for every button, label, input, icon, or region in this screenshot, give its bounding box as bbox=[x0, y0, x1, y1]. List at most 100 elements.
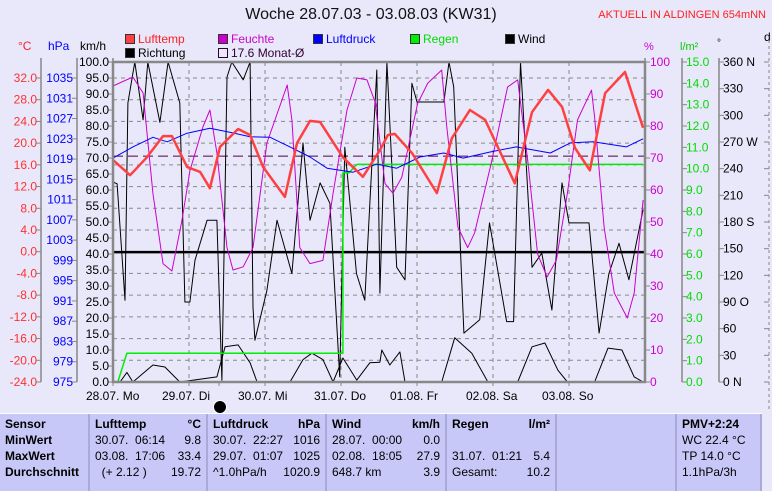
pressure-tick-label: 1023 bbox=[46, 132, 73, 146]
table-cell: 03.08. 17:06 bbox=[95, 449, 166, 463]
x-tick-label: 30.07. Mi bbox=[238, 389, 287, 403]
pressure-tick-label: 1011 bbox=[47, 193, 73, 207]
table-row: ^1.0hPa/h 1020.9 bbox=[213, 464, 320, 480]
table-row bbox=[562, 432, 670, 448]
table-cell: 648.7 km bbox=[332, 465, 382, 479]
column-title: Regen bbox=[452, 417, 489, 431]
wind-tick-label: 90.0 bbox=[86, 87, 110, 101]
table-cell bbox=[80, 448, 83, 464]
table-row: 30.07. 22:27 1016 bbox=[213, 432, 320, 448]
table-column-empty bbox=[557, 414, 677, 491]
table-cell bbox=[562, 416, 565, 432]
table-cell bbox=[80, 464, 83, 480]
table-cell bbox=[80, 432, 83, 448]
legend-swatch bbox=[218, 34, 228, 44]
table-row bbox=[562, 416, 670, 432]
legend-swatch bbox=[410, 34, 420, 44]
wind-tick-label: 65.0 bbox=[86, 167, 110, 181]
wind-tick-label: 95.0 bbox=[86, 71, 110, 85]
rain-tick-label: 9.0 bbox=[686, 183, 703, 197]
pressure-tick-label: 983 bbox=[53, 334, 73, 348]
legend-label: Luftdruck bbox=[326, 32, 376, 46]
table-cell bbox=[752, 464, 755, 480]
table-cell bbox=[667, 448, 670, 464]
pressure-tick-label: 995 bbox=[53, 274, 73, 288]
table-cell: 02.08. 18:05 bbox=[332, 449, 403, 463]
table-column-wind: Wind km/h 28.07. 00:00 0.0 02.08. 18:05 27.9 6… bbox=[327, 414, 447, 491]
temp-tick-label: 0.0 bbox=[20, 245, 37, 259]
rain-tick-label: 2.0 bbox=[686, 332, 703, 346]
table-cell: 1020.9 bbox=[283, 465, 320, 479]
table-header: Sensor bbox=[5, 416, 83, 432]
table-cell bbox=[547, 432, 550, 448]
table-header: Luftdruck hPa bbox=[213, 416, 320, 432]
table-row: 29.07. 01:07 1025 bbox=[213, 448, 320, 464]
table-header: Lufttemp °C bbox=[95, 416, 201, 432]
wind-tick-label: 30.0 bbox=[86, 279, 110, 293]
wind-tick-label: 10.0 bbox=[86, 343, 110, 357]
humidity-tick-label: 50 bbox=[650, 215, 664, 229]
table-cell: 31.07. 01:21 bbox=[452, 449, 523, 463]
station-label: AKTUELL IN ALDINGEN 654mNN bbox=[598, 9, 766, 21]
x-tick-label: 01.08. Fr bbox=[390, 389, 438, 403]
table-cell: Durchschnitt bbox=[5, 465, 80, 479]
legend-regen: Regen bbox=[410, 32, 458, 46]
legend-luftdruck: Luftdruck bbox=[313, 32, 375, 46]
column-unit: °C bbox=[187, 417, 201, 431]
humidity-tick-label: 30 bbox=[650, 279, 664, 293]
table-row: 1.1hPa/3h bbox=[682, 464, 755, 480]
temp-tick-label: 16.0 bbox=[14, 158, 38, 172]
table-column-pmv-2-24: PMV+2:24 WC 22.4 °C TP 14.0 °C 1.1hPa/3h bbox=[677, 414, 762, 491]
legend-label: Lufttemp bbox=[138, 32, 185, 46]
pressure-tick-label: 975 bbox=[53, 375, 73, 389]
temp-tick-label: -16.0 bbox=[10, 332, 38, 346]
table-cell: 1016 bbox=[293, 433, 320, 447]
rain-tick-label: 4.0 bbox=[686, 290, 703, 304]
temp-tick-label: -8.0 bbox=[16, 288, 37, 302]
series-regen bbox=[113, 163, 644, 383]
table-cell: TP 14.0 °C bbox=[682, 449, 741, 463]
column-title: PMV+2:24 bbox=[682, 417, 740, 431]
table-header: PMV+2:24 bbox=[682, 416, 755, 432]
column-title: Wind bbox=[332, 417, 362, 431]
table-cell: 19.72 bbox=[170, 465, 201, 479]
direction-tick-label: 180 S bbox=[723, 215, 754, 229]
humidity-tick-label: 0 bbox=[650, 375, 657, 389]
humidity-tick-label: 70 bbox=[650, 151, 664, 165]
column-title: Lufttemp bbox=[95, 417, 147, 431]
table-cell: 30.07. 06:14 bbox=[95, 433, 166, 447]
temp-tick-label: 24.0 bbox=[14, 114, 38, 128]
table-row bbox=[562, 448, 670, 464]
rain-tick-label: 1.0 bbox=[686, 354, 703, 368]
rain-tick-label: 11.0 bbox=[686, 140, 709, 154]
temp-tick-label: 4.0 bbox=[20, 223, 37, 237]
table-row: Durchschnitt bbox=[5, 464, 83, 480]
humidity-tick-label: 20 bbox=[650, 311, 664, 325]
wind-tick-label: 75.0 bbox=[86, 135, 110, 149]
pressure-tick-label: 1035 bbox=[46, 71, 73, 85]
table-header: Wind km/h bbox=[332, 416, 440, 432]
table-row: 31.07. 01:21 5.4 bbox=[452, 448, 550, 464]
temp-tick-label: -24.0 bbox=[10, 375, 38, 389]
rain-tick-label: 7.0 bbox=[686, 226, 703, 240]
table-cell: MinWert bbox=[5, 433, 53, 447]
legend-wind: Wind bbox=[505, 32, 545, 46]
column-title: Luftdruck bbox=[213, 417, 269, 431]
d-unit: d bbox=[764, 30, 771, 44]
rain-tick-label: 14.0 bbox=[686, 76, 710, 90]
rain-tick-label: 13.0 bbox=[686, 98, 710, 112]
pressure-tick-label: 999 bbox=[53, 253, 73, 267]
rain-tick-label: 0.0 bbox=[686, 375, 703, 389]
x-tick-label: 28.07. Mo bbox=[86, 389, 140, 403]
temp-tick-label: 28.0 bbox=[14, 93, 38, 107]
temp-tick-label: 12.0 bbox=[14, 180, 38, 194]
table-row bbox=[452, 432, 550, 448]
direction-tick-label: 240 bbox=[723, 162, 743, 176]
table-cell: 28.07. 00:00 bbox=[332, 433, 403, 447]
chart-title: Woche 28.07.03 - 03.08.03 (KW31) bbox=[245, 6, 497, 23]
direction-tick-label: 120 bbox=[723, 268, 743, 282]
direction-tick-label: 360 N bbox=[723, 55, 755, 69]
pressure-tick-label: 987 bbox=[53, 314, 73, 328]
cursor-marker-icon[interactable] bbox=[213, 400, 227, 414]
direction-tick-label: 150 bbox=[723, 242, 743, 256]
